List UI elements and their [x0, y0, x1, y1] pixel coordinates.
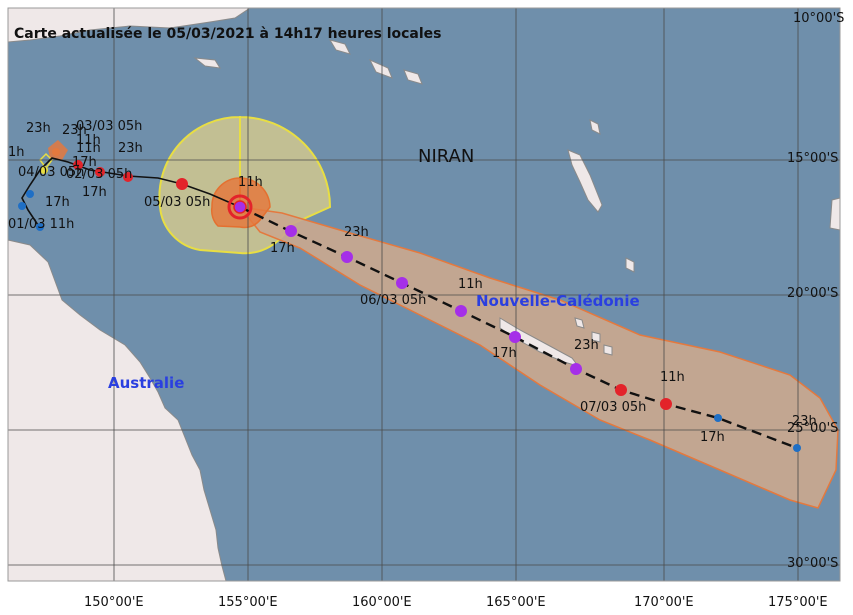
region-label-australia: Australie — [108, 374, 184, 392]
forecast-point — [396, 277, 408, 289]
time-label: 06/03 05h — [360, 293, 426, 308]
map-title: Carte actualisée le 05/03/2021 à 14h17 h… — [14, 26, 442, 42]
past-point — [40, 166, 48, 174]
time-label: 17h — [700, 430, 725, 445]
time-label: 23h — [118, 141, 143, 156]
time-label: 23h — [62, 123, 87, 138]
early-cyclone-points — [40, 148, 188, 190]
vanuatu-islands — [567, 149, 603, 213]
forecast-points — [285, 225, 801, 452]
time-label: 11h — [458, 277, 483, 292]
lon-label: 170°00'E — [634, 595, 694, 610]
time-label: 23h — [344, 225, 369, 240]
lat-label: 20°00'S — [787, 286, 838, 301]
time-label: 23h — [574, 338, 599, 353]
time-label: 17h — [72, 155, 97, 170]
forecast-point — [660, 398, 672, 410]
lon-label: 150°00'E — [84, 595, 144, 610]
region-label-new-caledonia: Nouvelle-Calédonie — [476, 292, 640, 310]
lat-label: 25°00'S — [787, 421, 838, 436]
past-point — [95, 167, 105, 177]
forecast-cone — [238, 205, 839, 509]
past-point — [73, 160, 83, 170]
map-border — [7, 7, 841, 582]
australia-land — [7, 239, 227, 582]
vanuatu-south — [625, 257, 635, 273]
lon-label: 155°00'E — [218, 595, 278, 610]
time-label: 17h — [82, 185, 107, 200]
current-position — [227, 194, 253, 220]
past-point — [52, 148, 60, 156]
forecast-point — [570, 363, 582, 375]
lat-label: 30°00'S — [787, 556, 838, 571]
forecast-point — [615, 384, 627, 396]
lat-label: 15°00'S — [787, 151, 838, 166]
time-label: 17h — [45, 195, 70, 210]
past-point — [18, 202, 26, 210]
lat-label: 10°00'S — [793, 11, 844, 26]
past-point — [176, 178, 188, 190]
forecast-point — [793, 444, 801, 452]
past-points — [18, 190, 44, 231]
time-label: 23h — [26, 121, 51, 136]
island-solomon-4 — [403, 69, 423, 85]
time-label: 01/03 11h — [8, 217, 74, 232]
time-label: 17h — [492, 346, 517, 361]
island-solomon-2 — [328, 39, 351, 55]
island-solomon-1 — [193, 57, 221, 69]
papua-land — [7, 7, 252, 43]
time-label: 11h — [76, 133, 101, 148]
graticule — [8, 8, 840, 581]
forecast-point — [509, 331, 521, 343]
time-label: 07/03 05h — [580, 400, 646, 415]
forecast-point — [285, 225, 297, 237]
time-label: 23h — [792, 414, 817, 429]
storm-name: NIRAN — [418, 146, 474, 167]
time-label: 17h — [270, 241, 295, 256]
time-label: 1h — [8, 145, 25, 160]
time-label: 11h — [76, 141, 101, 156]
past-point — [36, 223, 44, 231]
lon-label: 175°00'E — [768, 595, 828, 610]
forecast-point — [455, 305, 467, 317]
fiji-edge — [829, 197, 841, 231]
forecast-point — [714, 414, 722, 422]
forecast-point — [341, 251, 353, 263]
time-label: 02/03 05h — [66, 167, 132, 182]
vanuatu-north — [589, 119, 601, 135]
time-label: 04/03 05h — [18, 165, 84, 180]
time-label: 11h — [238, 175, 263, 190]
time-label: 05/03 05h — [144, 195, 210, 210]
loyalty-islands — [574, 317, 613, 356]
time-label: 03/03 05h — [76, 119, 142, 134]
past-point — [123, 172, 133, 182]
lon-label: 160°00'E — [352, 595, 412, 610]
past-point — [26, 190, 34, 198]
time-label: 11h — [660, 370, 685, 385]
lon-label: 165°00'E — [486, 595, 546, 610]
